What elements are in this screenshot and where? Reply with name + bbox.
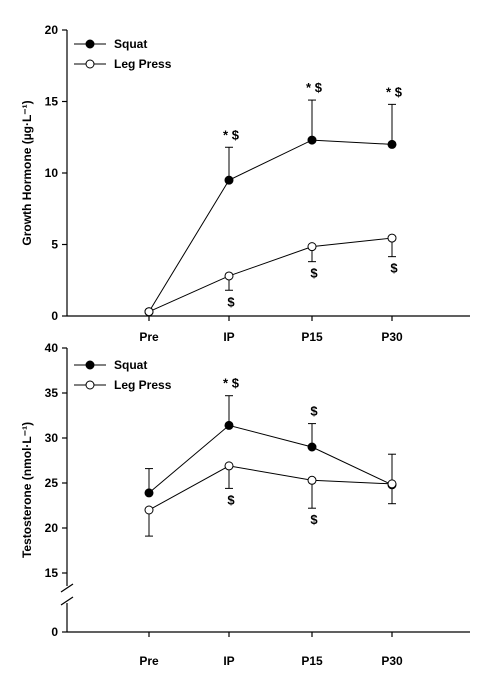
y-axis-label: Testosterone (nmol·L⁻¹) [20, 422, 34, 558]
x-tick-label: P30 [381, 330, 403, 344]
legend-marker [85, 360, 95, 370]
x-tick-label: P30 [381, 654, 403, 668]
significance-label: $ [390, 261, 398, 276]
data-point-leg-press [224, 461, 234, 471]
data-point-squat [224, 420, 234, 430]
y-tick-label: 40 [45, 341, 59, 355]
data-point-leg-press [307, 242, 317, 252]
legend-label: Leg Press [114, 57, 172, 71]
axis-break-mark [60, 583, 74, 593]
x-tick-label: Pre [139, 654, 159, 668]
growth-hormone-chart: 0 5 10 15 20 Pre IP P15 P30 Growth Hormone (µg·L⁻… [20, 23, 470, 344]
legend-label: Squat [114, 358, 147, 372]
y-tick-label: 25 [45, 476, 59, 490]
x-tick-label: IP [223, 330, 234, 344]
y-tick-label: 0 [51, 625, 58, 639]
y-tick-label: 5 [51, 238, 58, 252]
y-axis-label: Growth Hormone (µg·L⁻¹) [20, 100, 34, 245]
significance-label: $ [310, 512, 318, 527]
x-tick-label: IP [223, 654, 234, 668]
legend-marker [85, 39, 95, 49]
data-point-leg-press [387, 479, 397, 489]
significance-label: $ [310, 404, 318, 419]
legend-label: Squat [114, 37, 147, 51]
y-tick-label: 30 [45, 431, 59, 445]
axis-break-mark [60, 596, 74, 606]
legend-label: Leg Press [114, 378, 172, 392]
series-line-squat [148, 424, 393, 494]
data-point-squat [307, 135, 317, 145]
y-tick-label: 15 [45, 566, 59, 580]
legend-marker [85, 59, 95, 69]
data-point-squat [224, 175, 234, 185]
y-tick-label: 15 [45, 95, 59, 109]
significance-label: * $ [223, 127, 240, 142]
data-point-squat [307, 442, 317, 452]
significance-label: $ [310, 266, 318, 281]
series-line-squat [148, 139, 393, 312]
significance-label: $ [227, 492, 235, 507]
data-point-leg-press [307, 475, 317, 485]
x-tick-label: Pre [139, 330, 159, 344]
y-tick-label: 10 [45, 166, 59, 180]
series-line-leg-press [148, 237, 393, 313]
significance-label: * $ [386, 84, 403, 99]
testosterone-chart: 0 15 20 25 30 35 40 Pre IP P15 P30 Testosterone (nm… [20, 341, 470, 668]
series-line-leg-press [148, 465, 393, 511]
significance-label: * $ [306, 80, 323, 95]
significance-label: * $ [223, 376, 240, 391]
x-tick-label: P15 [301, 654, 323, 668]
y-tick-label: 20 [45, 23, 59, 37]
y-tick-label: 0 [51, 309, 58, 323]
x-tick-label: P15 [301, 330, 323, 344]
data-point-leg-press [387, 233, 397, 243]
significance-label: $ [227, 294, 235, 309]
data-point-leg-press [144, 307, 154, 317]
data-point-leg-press [144, 505, 154, 515]
data-point-squat [144, 488, 154, 498]
y-tick-label: 35 [45, 386, 59, 400]
y-tick-label: 20 [45, 521, 59, 535]
data-point-squat [387, 139, 397, 149]
legend-marker [85, 380, 95, 390]
data-point-leg-press [224, 271, 234, 281]
